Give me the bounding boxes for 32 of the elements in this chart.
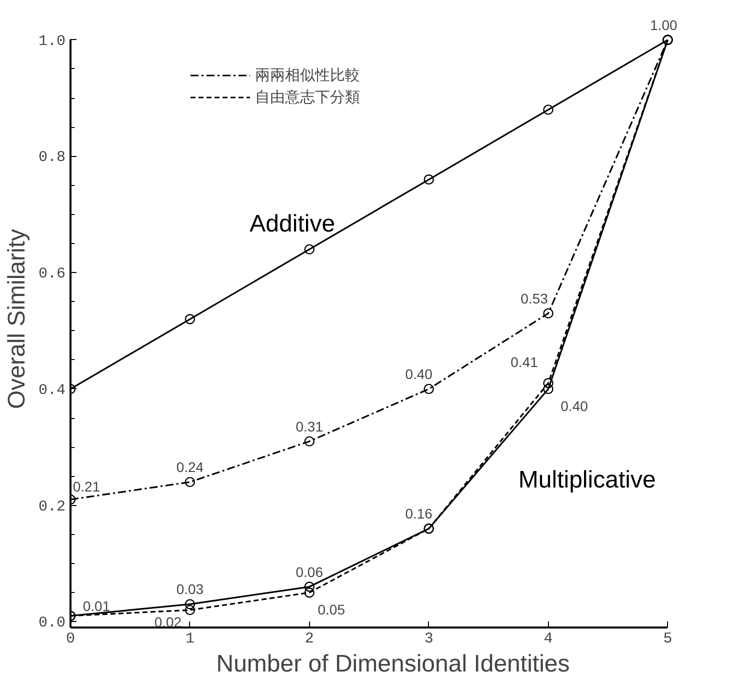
y-tick-label: 0.0: [38, 614, 66, 632]
x-tick-label: 5: [663, 630, 672, 648]
y-tick-label: 0.2: [38, 498, 66, 516]
data-label: 0.01: [82, 598, 110, 614]
data-label: 0.40: [560, 398, 588, 414]
data-label: 0.06: [296, 564, 324, 580]
data-label: 0.53: [520, 290, 548, 306]
x-tick-label: 2: [304, 630, 314, 648]
y-axis-title: Overall Similarity: [3, 228, 30, 410]
legend-label: 自由意志下分類: [255, 88, 361, 106]
series-label: Multiplicative: [518, 466, 656, 494]
x-tick-label: 1: [185, 630, 194, 648]
y-tick-label: 0.8: [38, 149, 66, 166]
data-label: 0.03: [176, 581, 204, 598]
series-label: Additive: [250, 210, 336, 238]
y-tick-label: 0.4: [38, 382, 66, 399]
legend-label: 兩兩相似性比較: [255, 66, 361, 84]
data-label: 0.31: [296, 418, 324, 434]
data-label: 0.05: [318, 602, 346, 618]
data-label: 0.16: [405, 506, 433, 522]
data-label: 1.00: [650, 16, 678, 33]
x-tick-label: 4: [544, 630, 553, 648]
x-tick-label: 3: [424, 630, 434, 648]
data-label: 0.40: [405, 366, 433, 382]
data-label: 0.24: [176, 459, 204, 476]
data-label: 0.41: [510, 354, 538, 370]
y-tick-label: 1.0: [38, 32, 66, 50]
y-tick-label: 0.6: [38, 266, 66, 283]
x-tick-label: 0: [66, 630, 76, 648]
x-axis-title: Number of Dimensional Identities: [216, 650, 570, 678]
data-label: 0.21: [72, 478, 100, 495]
data-label: 0.02: [154, 614, 182, 630]
